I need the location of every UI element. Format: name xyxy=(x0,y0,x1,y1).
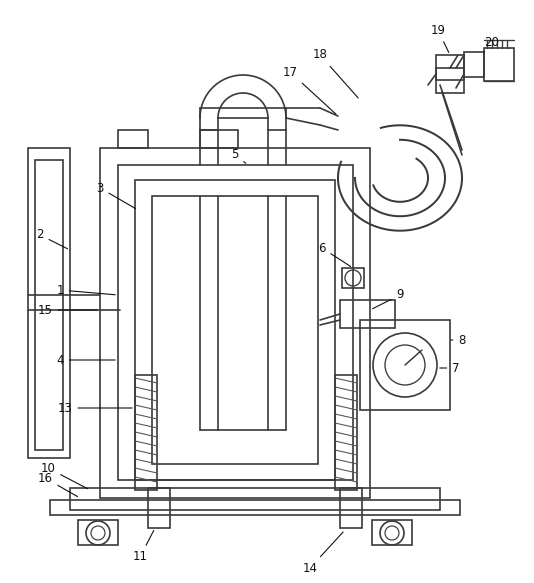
Text: 2: 2 xyxy=(36,229,67,249)
Bar xyxy=(118,165,353,480)
Text: 9: 9 xyxy=(373,289,404,309)
Bar xyxy=(78,520,118,545)
Text: 3: 3 xyxy=(96,181,136,209)
Text: 5: 5 xyxy=(231,149,246,163)
Bar xyxy=(152,196,318,464)
Bar xyxy=(28,148,70,458)
Text: 1: 1 xyxy=(56,283,115,297)
Bar xyxy=(100,148,370,498)
Bar xyxy=(135,375,157,490)
Text: 14: 14 xyxy=(302,532,343,574)
Text: 20: 20 xyxy=(484,36,499,52)
Text: 4: 4 xyxy=(56,353,115,367)
Text: 19: 19 xyxy=(430,23,449,52)
Text: 16: 16 xyxy=(37,472,77,497)
Text: 6: 6 xyxy=(318,241,351,266)
Bar xyxy=(360,320,450,410)
Bar xyxy=(50,500,460,515)
Bar xyxy=(118,130,148,148)
Text: 13: 13 xyxy=(58,402,132,415)
Text: 8: 8 xyxy=(451,333,466,346)
Text: 17: 17 xyxy=(282,65,336,114)
Bar xyxy=(70,488,440,510)
Text: 15: 15 xyxy=(37,304,97,317)
Bar xyxy=(340,300,395,328)
Bar xyxy=(372,520,412,545)
Text: 11: 11 xyxy=(132,531,154,564)
Bar xyxy=(335,375,357,490)
Text: 18: 18 xyxy=(312,48,358,98)
Bar xyxy=(342,268,364,288)
Bar xyxy=(436,55,464,93)
Bar xyxy=(135,180,335,480)
Bar xyxy=(200,130,238,148)
Text: 7: 7 xyxy=(440,361,460,374)
Bar xyxy=(464,52,484,77)
Bar xyxy=(484,48,514,81)
Bar xyxy=(340,488,362,528)
Text: 10: 10 xyxy=(41,462,88,489)
Bar xyxy=(35,160,63,450)
Bar xyxy=(436,68,464,80)
Bar xyxy=(148,488,170,528)
